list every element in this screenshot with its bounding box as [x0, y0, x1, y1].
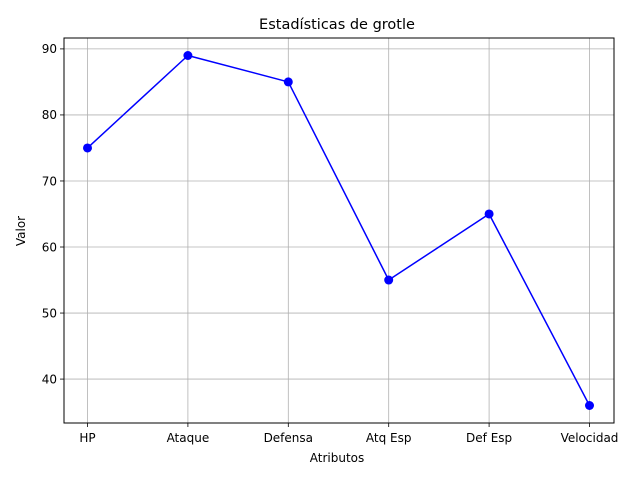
- y-tick-label: 40: [42, 372, 57, 386]
- y-tick-label: 80: [42, 108, 57, 122]
- x-tick-label: Atq Esp: [366, 431, 412, 445]
- y-tick-label: 90: [42, 42, 57, 56]
- x-tick-label: Defensa: [264, 431, 313, 445]
- grid-lines: [64, 38, 614, 423]
- chart-title: Estadísticas de grotle: [259, 17, 415, 33]
- data-point: [484, 209, 494, 219]
- x-axis-label: Atributos: [310, 451, 365, 465]
- data-point: [183, 51, 193, 60]
- x-tick-label: Def Esp: [466, 431, 512, 445]
- data-point: [83, 143, 92, 153]
- x-tick-label: HP: [79, 431, 95, 445]
- y-tick-label: 50: [42, 306, 57, 320]
- data-point: [585, 401, 594, 410]
- x-tick-label: Velocidad: [561, 431, 619, 445]
- data-series: [83, 51, 594, 410]
- y-tick-label: 70: [42, 174, 57, 188]
- data-point: [384, 275, 394, 285]
- y-tick-label: 60: [42, 240, 57, 254]
- plot-frame: [63, 37, 615, 424]
- x-axis-ticks: HP Ataque Defensa Atq Esp Def Esp Velocidad: [79, 423, 618, 445]
- x-tick-label: Ataque: [167, 431, 210, 445]
- y-axis-ticks: 40 50 60 70 80 90: [42, 42, 64, 386]
- data-point: [283, 77, 293, 87]
- y-axis-label: Valor: [14, 216, 28, 246]
- series-line: [86, 54, 591, 406]
